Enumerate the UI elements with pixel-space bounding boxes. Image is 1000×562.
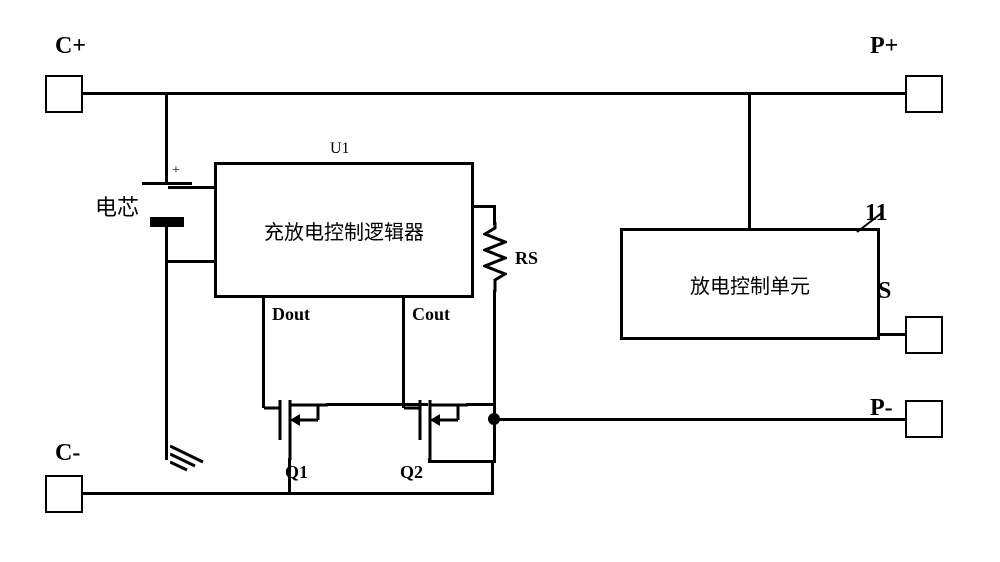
terminal-p-minus <box>905 400 943 438</box>
dout-wire <box>262 298 265 408</box>
top-rail <box>83 92 905 95</box>
unit11-to-s <box>880 333 905 336</box>
bottom-rail-right <box>493 418 905 421</box>
block-unit11: 放电控制单元 <box>620 228 880 340</box>
rs-top-wire <box>493 205 496 225</box>
label-battery: 电芯 <box>95 190 139 222</box>
bat-plus-sign: + <box>172 163 180 179</box>
leader-line-11 <box>855 210 885 235</box>
label-p-plus: P+ <box>870 33 898 60</box>
label-c-minus: C- <box>55 440 80 467</box>
label-s: S <box>878 278 891 305</box>
u1-text: 充放电控制逻辑器 <box>264 216 424 245</box>
label-c-plus: C+ <box>55 33 86 60</box>
terminal-p-plus <box>905 75 943 113</box>
ground-icon <box>170 444 210 474</box>
label-cout: Cout <box>412 304 450 325</box>
rail-join-v <box>491 460 494 495</box>
unit11-text: 放电控制单元 <box>690 270 810 299</box>
q1-source-down <box>288 458 291 493</box>
label-dout: Dout <box>272 304 310 325</box>
u1-in-top <box>168 186 214 189</box>
mosfet-q2-icon <box>398 400 478 462</box>
c-minus-rail-1 <box>83 492 493 495</box>
bat-plate-minus <box>150 217 184 227</box>
cout-wire <box>402 298 405 408</box>
bat-plate-plus <box>142 182 192 185</box>
terminal-c-plus <box>45 75 83 113</box>
rs-node-down <box>493 403 496 463</box>
q2-drain-right <box>466 403 496 406</box>
q1-q2-link <box>326 403 428 406</box>
terminal-s <box>905 316 943 354</box>
label-rs: RS <box>515 248 538 269</box>
block-u1: 充放电控制逻辑器 <box>214 162 474 298</box>
bat-top-wire <box>165 92 168 182</box>
unit11-vcc <box>748 92 751 228</box>
resistor-rs-icon <box>483 222 507 292</box>
rs-to-u1 <box>474 205 496 208</box>
rs-bottom-wire <box>493 290 496 406</box>
mosfet-q1-icon <box>258 400 338 462</box>
u1-in-bot <box>168 260 214 263</box>
label-q2: Q2 <box>400 462 423 483</box>
label-u1: U1 <box>330 140 350 158</box>
q2-to-node <box>428 460 496 463</box>
terminal-c-minus <box>45 475 83 513</box>
